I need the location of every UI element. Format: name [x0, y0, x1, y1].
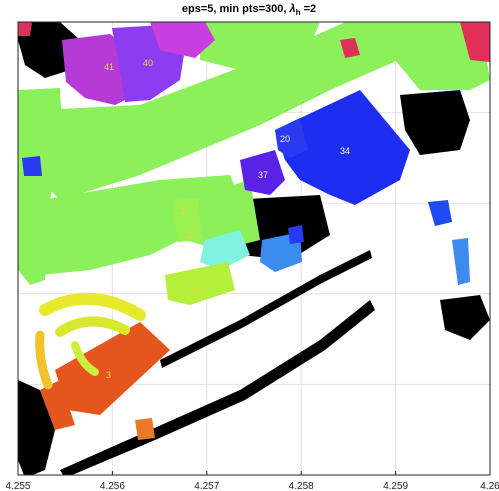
xtick-label-5: 4.26 — [480, 481, 499, 491]
cluster-label-34: 34 — [340, 146, 350, 156]
cluster-15 — [165, 262, 235, 305]
cluster-blue-mid — [288, 225, 304, 244]
cluster-label-41: 41 — [104, 62, 114, 72]
cluster-label-15: 15 — [190, 284, 200, 294]
cluster-blue-left — [22, 156, 42, 176]
cluster-3 — [55, 322, 170, 415]
noise-region-right — [400, 90, 470, 155]
title-lambda: λ — [289, 3, 296, 15]
chart-title: eps=5, min pts=300, λh =2 — [182, 3, 316, 16]
arc-inner — [35, 330, 53, 390]
arc-small — [71, 341, 99, 376]
title-suffix: =2 — [301, 3, 317, 15]
cluster-label-3: 3 — [106, 370, 111, 380]
cluster-magenta-top — [150, 22, 215, 58]
xtick-label-0: 4.255 — [5, 481, 30, 491]
xtick-label-4: 4.259 — [383, 481, 408, 491]
title-prefix: eps=5, min pts=300, — [182, 3, 290, 15]
noise-road-upper — [160, 250, 372, 368]
noise-region-bottom-left — [18, 380, 55, 475]
xtick-label-3: 4.258 — [289, 481, 314, 491]
cluster-crimson-left — [18, 22, 32, 36]
green-left-vertical — [18, 88, 62, 285]
cluster-crimson-top — [340, 38, 360, 58]
title-sub: h — [296, 8, 301, 17]
xtick-label-2: 4.257 — [194, 481, 219, 491]
cluster-label-20: 20 — [280, 134, 290, 144]
xtick-label-1: 4.256 — [100, 481, 125, 491]
cluster-label-37: 37 — [258, 170, 268, 180]
arc-mid — [55, 316, 130, 337]
cluster-label-2: 2 — [187, 230, 192, 240]
axes-frame — [17, 21, 491, 476]
cluster-34 — [275, 90, 410, 205]
cluster-37 — [240, 150, 285, 195]
green-diagonal-band — [40, 22, 410, 200]
cluster-label-40: 40 — [143, 58, 153, 68]
cluster-label-1: 1 — [180, 206, 185, 216]
noise-road-lower — [60, 300, 375, 475]
cluster-orange-small — [135, 418, 155, 440]
cluster-blue-right — [428, 200, 452, 226]
arc-outer — [39, 292, 146, 321]
cluster-orange-bottom — [40, 380, 75, 430]
cluster-1-2 — [172, 198, 202, 242]
noise-right-bottom — [440, 295, 490, 340]
cluster-cyan — [200, 230, 250, 270]
cluster-sky-right — [452, 238, 470, 285]
xtick-labels: 4.255 4.256 4.257 4.258 4.259 4.26 — [5, 471, 499, 491]
cluster-20 — [275, 118, 308, 158]
green-right-upper — [380, 22, 490, 90]
cluster-layer: 41 40 20 34 37 1 2 15 3 — [18, 22, 490, 475]
cluster-crimson-topright — [460, 22, 490, 62]
green-top-center — [200, 22, 320, 70]
cluster-yellow-arcs — [35, 292, 146, 390]
cluster-labels: 41 40 20 34 37 1 2 15 3 — [104, 58, 350, 380]
